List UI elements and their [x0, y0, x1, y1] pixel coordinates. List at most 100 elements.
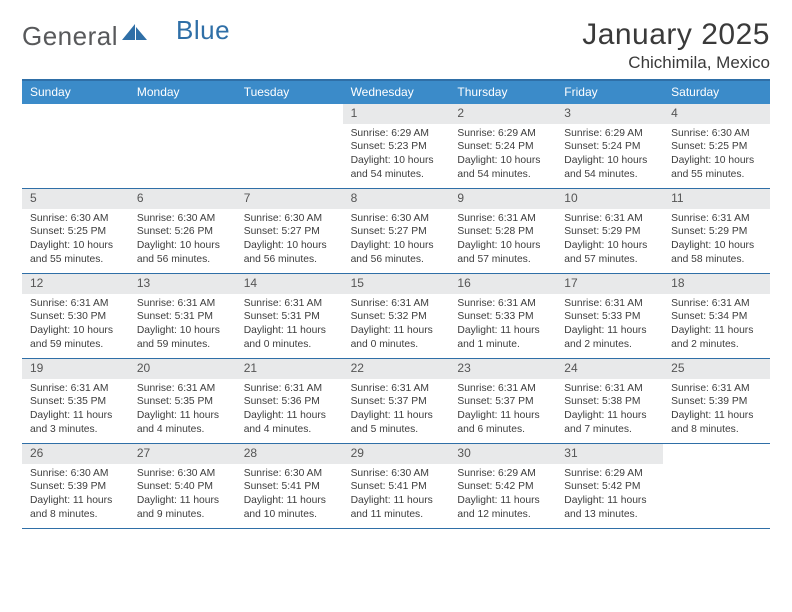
day-details: Sunrise: 6:31 AMSunset: 5:31 PMDaylight:…: [236, 294, 343, 354]
sunset-text: Sunset: 5:36 PM: [244, 395, 337, 409]
sunrise-text: Sunrise: 6:30 AM: [30, 212, 123, 226]
brand-logo: General Blue: [22, 18, 202, 55]
daylight-text: Daylight: 10 hours and 59 minutes.: [137, 324, 230, 351]
sunrise-text: Sunrise: 6:31 AM: [564, 382, 657, 396]
sunset-text: Sunset: 5:41 PM: [351, 480, 444, 494]
sunrise-text: Sunrise: 6:30 AM: [351, 212, 444, 226]
daylight-text: Daylight: 11 hours and 2 minutes.: [671, 324, 764, 351]
weekday-header: Tuesday: [236, 81, 343, 104]
calendar-cell: 21Sunrise: 6:31 AMSunset: 5:36 PMDayligh…: [236, 359, 343, 443]
day-number: 3: [556, 104, 663, 124]
sail-icon: [122, 18, 148, 49]
calendar-cell: 7Sunrise: 6:30 AMSunset: 5:27 PMDaylight…: [236, 189, 343, 273]
sunrise-text: Sunrise: 6:31 AM: [351, 297, 444, 311]
day-details: Sunrise: 6:31 AMSunset: 5:28 PMDaylight:…: [449, 209, 556, 269]
daylight-text: Daylight: 10 hours and 58 minutes.: [671, 239, 764, 266]
calendar-cell: 8Sunrise: 6:30 AMSunset: 5:27 PMDaylight…: [343, 189, 450, 273]
day-details: Sunrise: 6:31 AMSunset: 5:29 PMDaylight:…: [556, 209, 663, 269]
title-block: January 2025 Chichimila, Mexico: [582, 18, 770, 73]
sunset-text: Sunset: 5:31 PM: [244, 310, 337, 324]
weekday-header: Thursday: [449, 81, 556, 104]
calendar-cell: 2Sunrise: 6:29 AMSunset: 5:24 PMDaylight…: [449, 104, 556, 188]
calendar-cell: 6Sunrise: 6:30 AMSunset: 5:26 PMDaylight…: [129, 189, 236, 273]
calendar-cell: 22Sunrise: 6:31 AMSunset: 5:37 PMDayligh…: [343, 359, 450, 443]
daylight-text: Daylight: 10 hours and 56 minutes.: [244, 239, 337, 266]
sunrise-text: Sunrise: 6:29 AM: [351, 127, 444, 141]
day-details: Sunrise: 6:31 AMSunset: 5:31 PMDaylight:…: [129, 294, 236, 354]
day-number: 22: [343, 359, 450, 379]
day-details: Sunrise: 6:30 AMSunset: 5:41 PMDaylight:…: [343, 464, 450, 524]
sunrise-text: Sunrise: 6:30 AM: [244, 467, 337, 481]
daylight-text: Daylight: 10 hours and 54 minutes.: [564, 154, 657, 181]
daylight-text: Daylight: 10 hours and 59 minutes.: [30, 324, 123, 351]
calendar-cell: 5Sunrise: 6:30 AMSunset: 5:25 PMDaylight…: [22, 189, 129, 273]
day-details: Sunrise: 6:30 AMSunset: 5:25 PMDaylight:…: [22, 209, 129, 269]
daylight-text: Daylight: 11 hours and 6 minutes.: [457, 409, 550, 436]
week-row: 12Sunrise: 6:31 AMSunset: 5:30 PMDayligh…: [22, 274, 770, 359]
daylight-text: Daylight: 11 hours and 0 minutes.: [244, 324, 337, 351]
sunset-text: Sunset: 5:37 PM: [457, 395, 550, 409]
day-number: 6: [129, 189, 236, 209]
daylight-text: Daylight: 10 hours and 56 minutes.: [137, 239, 230, 266]
sunset-text: Sunset: 5:39 PM: [30, 480, 123, 494]
brand-part1: General: [22, 21, 118, 52]
sunset-text: Sunset: 5:33 PM: [564, 310, 657, 324]
day-number: 23: [449, 359, 556, 379]
daylight-text: Daylight: 10 hours and 54 minutes.: [351, 154, 444, 181]
day-details: Sunrise: 6:29 AMSunset: 5:24 PMDaylight:…: [556, 124, 663, 184]
sunset-text: Sunset: 5:23 PM: [351, 140, 444, 154]
day-details: Sunrise: 6:31 AMSunset: 5:37 PMDaylight:…: [449, 379, 556, 439]
sunset-text: Sunset: 5:35 PM: [30, 395, 123, 409]
daylight-text: Daylight: 10 hours and 54 minutes.: [457, 154, 550, 181]
day-number: 16: [449, 274, 556, 294]
week-row: 5Sunrise: 6:30 AMSunset: 5:25 PMDaylight…: [22, 189, 770, 274]
calendar-cell: 30Sunrise: 6:29 AMSunset: 5:42 PMDayligh…: [449, 444, 556, 528]
weekday-header: Friday: [556, 81, 663, 104]
page-title: January 2025: [582, 18, 770, 52]
sunset-text: Sunset: 5:29 PM: [564, 225, 657, 239]
day-details: Sunrise: 6:31 AMSunset: 5:35 PMDaylight:…: [22, 379, 129, 439]
day-details: Sunrise: 6:30 AMSunset: 5:41 PMDaylight:…: [236, 464, 343, 524]
sunrise-text: Sunrise: 6:30 AM: [137, 467, 230, 481]
day-number: [236, 104, 343, 125]
day-number: 28: [236, 444, 343, 464]
calendar-cell: 3Sunrise: 6:29 AMSunset: 5:24 PMDaylight…: [556, 104, 663, 188]
sunrise-text: Sunrise: 6:31 AM: [671, 212, 764, 226]
sunset-text: Sunset: 5:27 PM: [244, 225, 337, 239]
calendar-cell: 16Sunrise: 6:31 AMSunset: 5:33 PMDayligh…: [449, 274, 556, 358]
daylight-text: Daylight: 11 hours and 9 minutes.: [137, 494, 230, 521]
sunset-text: Sunset: 5:25 PM: [30, 225, 123, 239]
calendar-cell: 12Sunrise: 6:31 AMSunset: 5:30 PMDayligh…: [22, 274, 129, 358]
daylight-text: Daylight: 10 hours and 57 minutes.: [564, 239, 657, 266]
calendar-cell: 17Sunrise: 6:31 AMSunset: 5:33 PMDayligh…: [556, 274, 663, 358]
sunrise-text: Sunrise: 6:29 AM: [564, 127, 657, 141]
sunset-text: Sunset: 5:28 PM: [457, 225, 550, 239]
weekday-header: Saturday: [663, 81, 770, 104]
sunrise-text: Sunrise: 6:30 AM: [351, 467, 444, 481]
calendar-cell: 27Sunrise: 6:30 AMSunset: 5:40 PMDayligh…: [129, 444, 236, 528]
sunrise-text: Sunrise: 6:31 AM: [671, 382, 764, 396]
sunrise-text: Sunrise: 6:31 AM: [671, 297, 764, 311]
day-number: 9: [449, 189, 556, 209]
sunset-text: Sunset: 5:33 PM: [457, 310, 550, 324]
weekday-header-row: SundayMondayTuesdayWednesdayThursdayFrid…: [22, 81, 770, 104]
daylight-text: Daylight: 11 hours and 10 minutes.: [244, 494, 337, 521]
sunset-text: Sunset: 5:25 PM: [671, 140, 764, 154]
weeks-container: 1Sunrise: 6:29 AMSunset: 5:23 PMDaylight…: [22, 104, 770, 529]
sunrise-text: Sunrise: 6:31 AM: [30, 297, 123, 311]
brand-part2: Blue: [176, 15, 230, 46]
day-number: 4: [663, 104, 770, 124]
calendar-cell: 29Sunrise: 6:30 AMSunset: 5:41 PMDayligh…: [343, 444, 450, 528]
week-row: 1Sunrise: 6:29 AMSunset: 5:23 PMDaylight…: [22, 104, 770, 189]
calendar-page: General Blue January 2025 Chichimila, Me…: [0, 0, 792, 539]
calendar-cell: 14Sunrise: 6:31 AMSunset: 5:31 PMDayligh…: [236, 274, 343, 358]
week-row: 19Sunrise: 6:31 AMSunset: 5:35 PMDayligh…: [22, 359, 770, 444]
day-number: 21: [236, 359, 343, 379]
day-number: 17: [556, 274, 663, 294]
daylight-text: Daylight: 11 hours and 13 minutes.: [564, 494, 657, 521]
day-number: 24: [556, 359, 663, 379]
page-header: General Blue January 2025 Chichimila, Me…: [22, 18, 770, 73]
calendar-cell: 25Sunrise: 6:31 AMSunset: 5:39 PMDayligh…: [663, 359, 770, 443]
daylight-text: Daylight: 11 hours and 2 minutes.: [564, 324, 657, 351]
week-row: 26Sunrise: 6:30 AMSunset: 5:39 PMDayligh…: [22, 444, 770, 529]
